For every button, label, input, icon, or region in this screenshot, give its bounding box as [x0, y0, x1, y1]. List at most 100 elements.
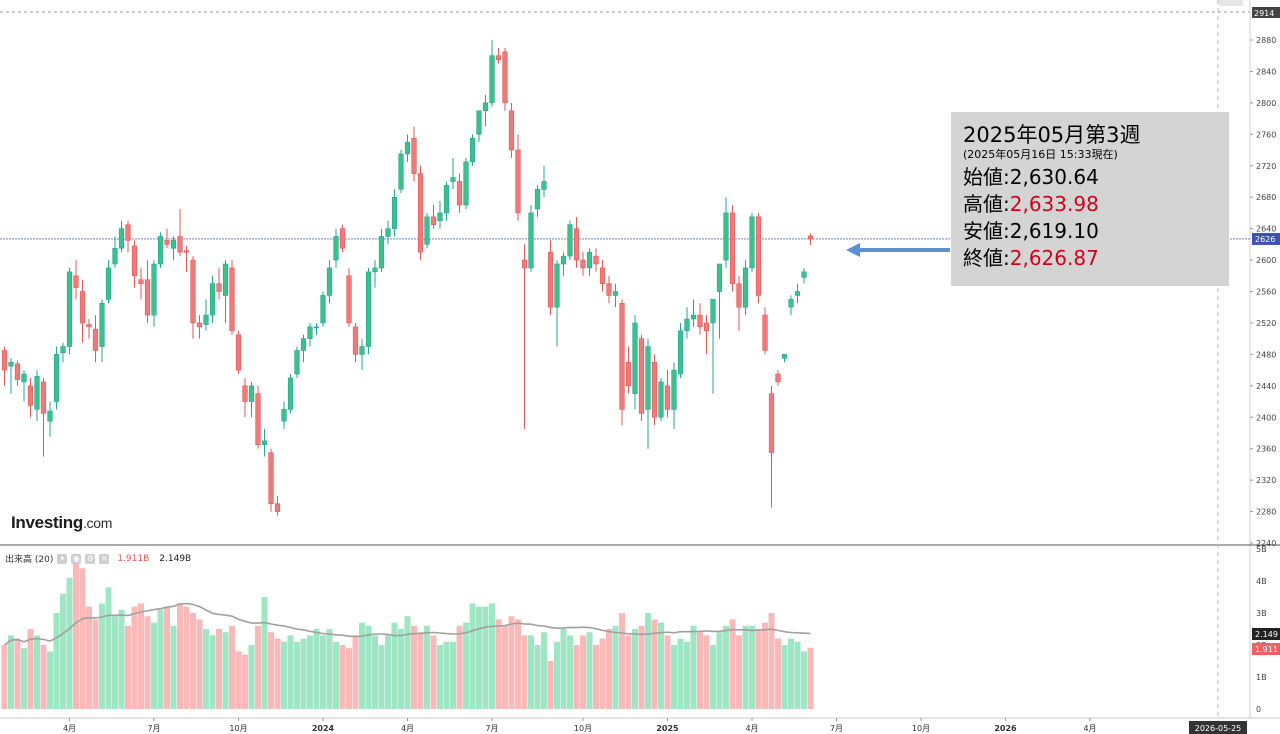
volume-bar [560, 629, 567, 709]
candle-body [73, 275, 79, 288]
candle-body [456, 181, 463, 206]
volume-bar [365, 625, 372, 709]
volume-bar [66, 577, 73, 709]
candle-body [645, 346, 651, 410]
candle-body [560, 255, 567, 265]
current-price-label: 2626 [1255, 235, 1275, 244]
volume-bar [216, 629, 222, 709]
volume-bar [339, 645, 346, 709]
candle-body [177, 236, 183, 253]
close-row: 終値:2,626.87 [963, 246, 1099, 270]
volume-current-axis-label: 1.911 [1255, 645, 1278, 654]
price-tick-label: 2560 [1256, 288, 1276, 297]
candle-body [651, 361, 658, 418]
open-value: 2,630.64 [1009, 165, 1099, 189]
price-tick-label: 2720 [1256, 162, 1276, 171]
volume-bar [586, 632, 593, 709]
volume-bar [690, 625, 697, 709]
volume-bar [742, 625, 749, 709]
volume-bar [40, 645, 47, 709]
candle-body [521, 259, 528, 269]
candle-body [788, 299, 794, 308]
volume-bar [638, 625, 645, 709]
visibility-icon[interactable]: ◉ [71, 553, 82, 564]
candle-body [385, 228, 391, 237]
price-tick-label: 2320 [1256, 476, 1276, 485]
candle-body [658, 381, 664, 418]
volume-bar [606, 629, 612, 709]
candle-body [710, 299, 716, 324]
volume-tick-label: 4B [1256, 577, 1267, 586]
volume-bar [229, 625, 235, 709]
volume-bar [775, 638, 781, 709]
time-tick-label: 4月 [1083, 724, 1096, 733]
weekly-info-box: 2025年05月第3週 (2025年05月16日 15:33現在) 始値:2,6… [951, 112, 1229, 286]
volume-bar [60, 593, 66, 709]
candle-body [242, 385, 248, 402]
price-tick-label: 2800 [1256, 99, 1276, 108]
volume-bar [417, 632, 424, 709]
volume-bar [144, 616, 151, 709]
price-tick-label: 2240 [1256, 539, 1276, 548]
candle-body [664, 385, 671, 410]
volume-bar [430, 635, 437, 709]
candle-body [794, 291, 801, 296]
volume-current-value: 1.911B [117, 553, 150, 564]
candle-body [619, 302, 625, 410]
volume-bar [450, 641, 456, 709]
close-value: 2,626.87 [1009, 246, 1099, 270]
volume-bar [729, 619, 736, 709]
volume-bar [170, 625, 177, 709]
candle-body [749, 216, 755, 269]
volume-bar [755, 629, 762, 709]
volume-bar [515, 619, 521, 709]
volume-bar [333, 641, 339, 709]
volume-bar [697, 632, 703, 709]
candle-body [716, 263, 723, 292]
volume-bar [807, 647, 814, 709]
high-row: 高値:2,633.98 [963, 192, 1099, 216]
candle-body [567, 224, 573, 257]
volume-bar [222, 632, 229, 709]
volume-tick-label: 1B [1256, 673, 1267, 682]
volume-bar [92, 619, 99, 709]
candle-body [346, 275, 352, 324]
close-icon[interactable]: ✕ [99, 553, 110, 564]
time-tick-label: 2026 [994, 724, 1017, 733]
price-tick-label: 2600 [1256, 256, 1276, 265]
candle-body [118, 228, 125, 249]
settings-icon[interactable] [1219, 0, 1243, 6]
candle-body [768, 393, 775, 453]
settings-gear-icon[interactable]: ⚙ [85, 553, 96, 564]
close-label: 終値 [963, 246, 1003, 270]
volume-bar [781, 645, 788, 709]
volume-bar [482, 606, 489, 709]
volume-bar [235, 651, 242, 709]
volume-bar [801, 651, 807, 709]
volume-bar [489, 603, 495, 709]
candle-body [476, 110, 482, 135]
price-tick-label: 2480 [1256, 350, 1276, 359]
volume-bar [632, 629, 638, 709]
info-subtitle: (2025年05月16日 15:33現在) [963, 148, 1118, 161]
low-value: 2,619.10 [1009, 219, 1099, 243]
volume-bar [404, 616, 411, 709]
candle-body [365, 271, 372, 347]
volume-bar [183, 606, 190, 709]
volume-bar [294, 641, 300, 709]
volume-bar [281, 641, 287, 709]
volume-bar [53, 613, 60, 709]
candle-body [417, 173, 424, 253]
volume-bar [352, 635, 359, 709]
volume-bar [508, 616, 515, 709]
volume-bar [651, 619, 658, 709]
volume-bar [14, 638, 21, 709]
volume-indicator-label: 出来高 (20) [5, 555, 54, 565]
chevron-down-icon[interactable]: ▾ [57, 553, 68, 564]
candle-body [697, 314, 703, 328]
candle-body [450, 177, 456, 182]
candle-body [34, 376, 40, 410]
volume-bar [105, 587, 112, 709]
candle-body [430, 216, 437, 225]
